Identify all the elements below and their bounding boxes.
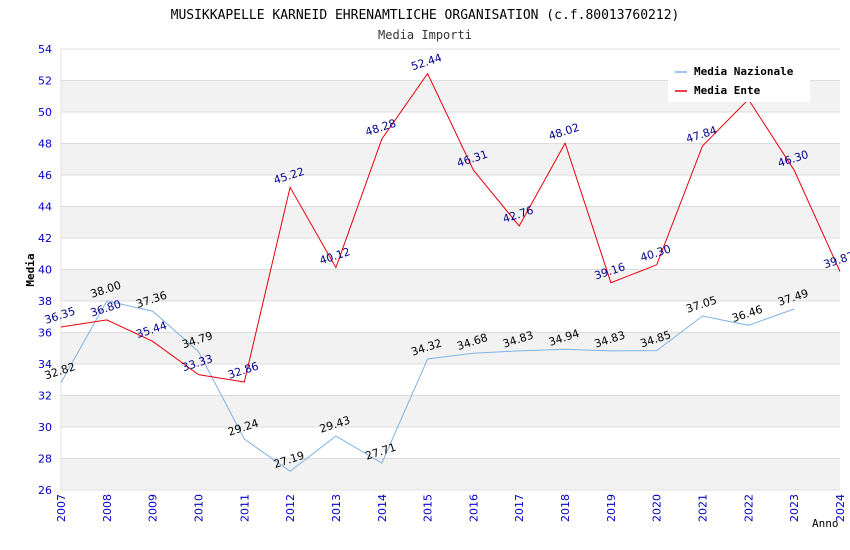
- legend-box: [668, 60, 810, 102]
- x-tick-label: 2016: [467, 494, 480, 522]
- y-tick-label: 30: [38, 421, 52, 434]
- y-tick-label: 48: [38, 138, 52, 151]
- data-label-ente: 47.84: [684, 124, 718, 146]
- chart-title: MUSIKKAPELLE KARNEID EHRENAMTLICHE ORGAN…: [171, 8, 680, 23]
- y-axis-label: Media: [24, 253, 37, 286]
- y-axis-ticks: 26 28 30 32 34 36 38 40 42 44 46 48 50 52 54: [38, 43, 52, 497]
- y-tick-label: 32: [38, 390, 52, 403]
- x-tick-label: 2010: [192, 494, 205, 522]
- x-tick-label: 2007: [55, 494, 68, 522]
- grid-band: [61, 269, 840, 301]
- x-axis-ticks: 2007 2008 2009 2010 2011 2012 2013 2014 2015 2016…: [55, 494, 847, 522]
- series-line-ente: [60, 72, 841, 383]
- series-line-nazionale: [60, 300, 795, 472]
- grid-band: [61, 395, 840, 427]
- y-tick-label: 50: [38, 106, 52, 119]
- grid-lines: [60, 48, 840, 491]
- y-tick-label: 54: [38, 43, 52, 56]
- x-tick-label: 2009: [147, 494, 160, 522]
- legend-label-nazionale: Media Nazionale: [694, 65, 794, 78]
- x-tick-label: 2020: [651, 494, 664, 522]
- y-tick-label: 26: [38, 484, 52, 497]
- y-tick-label: 52: [38, 75, 52, 88]
- legend: Media Nazionale Media Ente: [668, 60, 810, 102]
- x-tick-label: 2021: [697, 494, 710, 522]
- grid-band: [61, 143, 840, 175]
- x-tick-label: 2014: [376, 494, 389, 522]
- y-tick-label: 44: [38, 201, 52, 214]
- x-tick-label: 2015: [422, 494, 435, 522]
- x-tick-label: 2018: [559, 494, 572, 522]
- grid-band: [61, 332, 840, 364]
- y-tick-label: 34: [38, 358, 52, 371]
- data-label-ente: 40.30: [639, 242, 673, 264]
- x-tick-label: 2022: [742, 494, 755, 522]
- data-label-ente: 40.12: [318, 245, 352, 267]
- y-tick-label: 38: [38, 295, 52, 308]
- x-tick-label: 2023: [788, 494, 801, 522]
- data-label-ente: 48.28: [364, 117, 398, 139]
- data-label-ente: 52.44: [410, 51, 444, 73]
- x-tick-label: 2024: [834, 494, 847, 522]
- x-tick-label: 2008: [101, 494, 114, 522]
- chart-subtitle: Media Importi: [378, 28, 472, 42]
- x-axis-label: Anno: [812, 517, 839, 530]
- x-tick-label: 2019: [605, 494, 618, 522]
- series-lines: [60, 72, 841, 472]
- y-tick-label: 28: [38, 453, 52, 466]
- data-label-ente: 39.87: [822, 249, 850, 271]
- grid-band: [61, 458, 840, 490]
- grid-bands: [61, 80, 840, 490]
- y-tick-label: 42: [38, 232, 52, 245]
- x-tick-label: 2013: [330, 494, 343, 522]
- legend-label-ente: Media Ente: [694, 84, 761, 97]
- grid-band: [61, 206, 840, 238]
- y-tick-label: 40: [38, 264, 52, 277]
- y-tick-label: 46: [38, 169, 52, 182]
- x-tick-label: 2011: [238, 494, 251, 522]
- y-tick-label: 36: [38, 327, 52, 340]
- data-label-ente: 48.02: [547, 121, 581, 143]
- x-tick-label: 2012: [284, 494, 297, 522]
- x-tick-label: 2017: [513, 494, 526, 522]
